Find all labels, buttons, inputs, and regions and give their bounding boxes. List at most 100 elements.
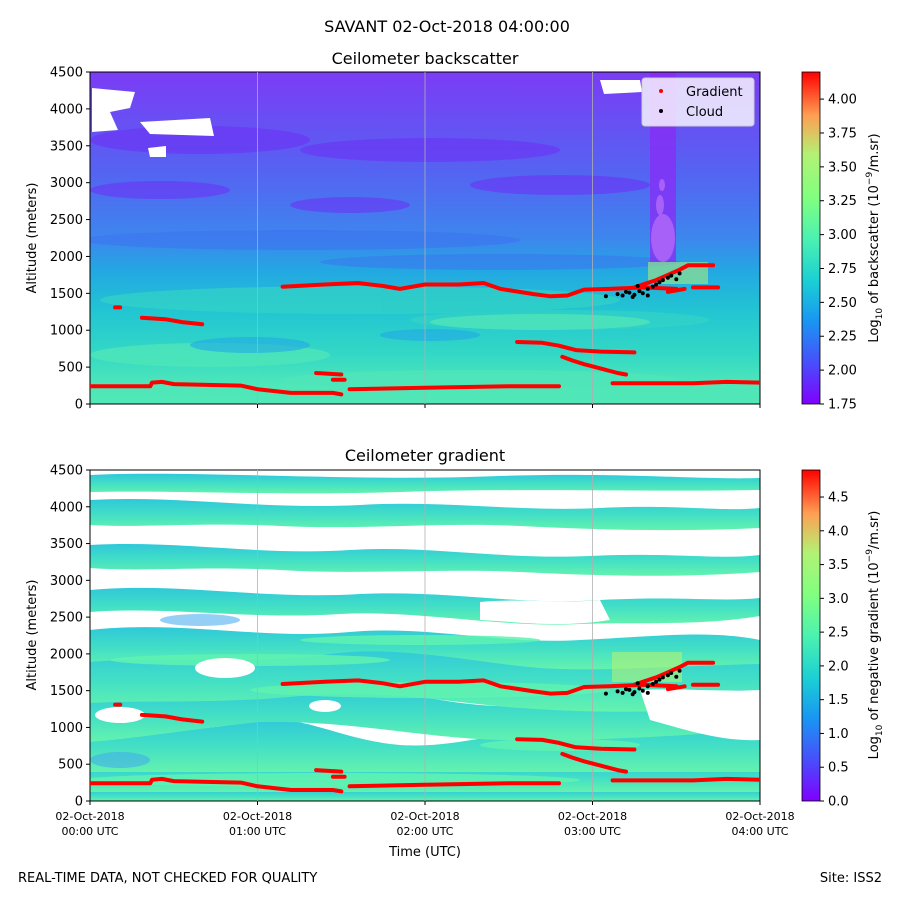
cloud-point — [640, 688, 645, 693]
gradient-heatmap — [90, 470, 760, 801]
cloud-point — [645, 293, 650, 298]
gradient-trace — [665, 684, 687, 692]
figure-title: SAVANT 02-Oct-2018 04:00:00 — [324, 17, 570, 36]
colorbar-tick-label: 4.0 — [828, 524, 849, 539]
colorbar-tick-label: 4.00 — [828, 93, 857, 108]
x-tick-label: 02-Oct-2018 04:00 UTC — [725, 810, 794, 838]
backscatter-y-axis: 0 500 1000 1500 2000 2500 3000 3500 4000 4500 — [50, 66, 90, 413]
y-tick-label: 1000 — [50, 324, 83, 339]
legend-cloud-label: Cloud — [686, 105, 723, 120]
gradient-trace — [280, 678, 679, 696]
cloud-point — [615, 292, 620, 297]
cloud-point — [627, 290, 632, 295]
cloud-point — [665, 673, 670, 678]
gradient-ylabel: Altitude (meters) — [25, 580, 40, 691]
colorbar-tick-label: 2.50 — [828, 296, 857, 311]
colorbar-tick-label: 4.5 — [828, 491, 849, 506]
cloud-point — [620, 293, 625, 298]
y-tick-label: 500 — [58, 361, 83, 376]
cloud-point — [635, 681, 640, 686]
colorbar-tick-label: 1.0 — [828, 727, 849, 742]
cloud-point — [637, 289, 642, 294]
x-tick-label: 02-Oct-2018 01:00 UTC — [223, 810, 292, 838]
gradient-colorbar-ticks: 0.0 0.5 1.0 1.5 2.0 2.5 3.0 3.5 4.0 4.5 — [820, 491, 849, 810]
footer-left: REAL-TIME DATA, NOT CHECKED FOR QUALITY — [18, 871, 317, 886]
y-tick-label: 0 — [75, 398, 83, 413]
backscatter-title: Ceilometer backscatter — [332, 49, 519, 68]
cloud-point — [640, 291, 645, 296]
gradient-trace — [314, 371, 344, 377]
gradient-trace — [90, 379, 344, 397]
gradient-colorbar — [801, 469, 821, 802]
y-tick-label: 2500 — [50, 213, 83, 228]
cloud-point — [630, 692, 635, 697]
cloud-point — [624, 289, 628, 294]
backscatter-ylabel: Altitude (meters) — [25, 183, 40, 294]
y-tick-label: 1500 — [50, 287, 83, 302]
backscatter-colorbar-ticks: 1.75 2.00 2.25 2.50 2.75 3.00 3.25 3.50 3.75 4.00 — [820, 93, 857, 413]
cloud-point — [674, 674, 679, 679]
y-tick-label: 3500 — [50, 537, 83, 552]
gradient-trace — [515, 340, 637, 355]
gradient-trace — [347, 781, 561, 789]
y-tick-label: 3500 — [50, 139, 83, 154]
x-tick-label: 02-Oct-2018 02:00 UTC — [390, 810, 459, 838]
gradient-trace — [560, 751, 628, 774]
cloud-point — [635, 284, 640, 288]
gradient-trace — [139, 712, 205, 724]
footer-right: Site: ISS2 — [820, 871, 882, 886]
cloud-point — [677, 271, 682, 276]
colorbar-tick-label: 1.5 — [828, 693, 849, 708]
cloud-point — [654, 679, 659, 684]
cloud-point — [630, 295, 635, 299]
colorbar-tick-label: 2.0 — [828, 659, 849, 674]
colorbar-tick-label: 3.0 — [828, 592, 849, 607]
cloud-point — [627, 687, 632, 692]
cloud-point — [615, 689, 620, 694]
gradient-trace — [347, 384, 561, 392]
gradient-trace — [90, 776, 344, 794]
cloud-point — [650, 682, 655, 686]
gradient-x-axis: 02-Oct-2018 00:00 UTC 02-Oct-2018 01:00 UTC… — [55, 801, 795, 838]
x-tick-label: 02-Oct-2018 00:00 UTC — [55, 810, 124, 838]
cloud-point — [645, 690, 650, 695]
cloud-point — [645, 684, 650, 689]
legend-cloud-marker — [659, 109, 663, 113]
gradient-overlay — [90, 660, 760, 794]
cloud-point — [654, 282, 659, 287]
gradient-trace — [632, 660, 716, 687]
colorbar-tick-label: 0.5 — [828, 761, 849, 776]
y-tick-label: 1000 — [50, 721, 83, 736]
colorbar-tick-label: 3.25 — [828, 194, 857, 209]
cloud-point — [669, 273, 674, 278]
cloud-point — [645, 286, 650, 291]
gradient-xlabel: Time (UTC) — [388, 845, 461, 860]
legend: Gradient Cloud — [641, 77, 755, 127]
y-tick-label: 4500 — [50, 464, 83, 479]
cloud-point — [677, 668, 682, 673]
cloud-point — [665, 275, 670, 280]
colorbar-tick-label: 2.5 — [828, 626, 849, 641]
gradient-trace — [665, 286, 687, 294]
cloud-point — [669, 671, 674, 675]
gradient-y-axis: 0 500 1000 1500 2000 2500 3000 3500 4000 4500 — [50, 464, 90, 810]
legend-gradient-label: Gradient — [686, 85, 743, 100]
gradient-title: Ceilometer gradient — [345, 446, 505, 465]
cloud-point — [660, 675, 665, 680]
colorbar-tick-label: 3.50 — [828, 160, 857, 175]
gradient-gridlines — [257, 470, 593, 801]
colorbar-tick-label: 2.25 — [828, 330, 857, 345]
colorbar-tick-label: 2.00 — [828, 364, 857, 379]
cloud-point — [620, 690, 625, 695]
y-tick-label: 0 — [75, 795, 83, 810]
gradient-trace — [139, 315, 205, 327]
y-tick-label: 3000 — [50, 574, 83, 589]
cloud-point — [657, 280, 662, 285]
gradient-trace — [515, 737, 637, 752]
colorbar-tick-label: 3.00 — [828, 228, 857, 243]
backscatter-colorbar-label: Log10 of backscatter (10−9/m.sr) — [865, 133, 885, 342]
cloud-point — [603, 691, 608, 696]
legend-gradient-marker — [659, 89, 663, 93]
backscatter-panel: Ceilometer backscatter — [25, 49, 885, 413]
